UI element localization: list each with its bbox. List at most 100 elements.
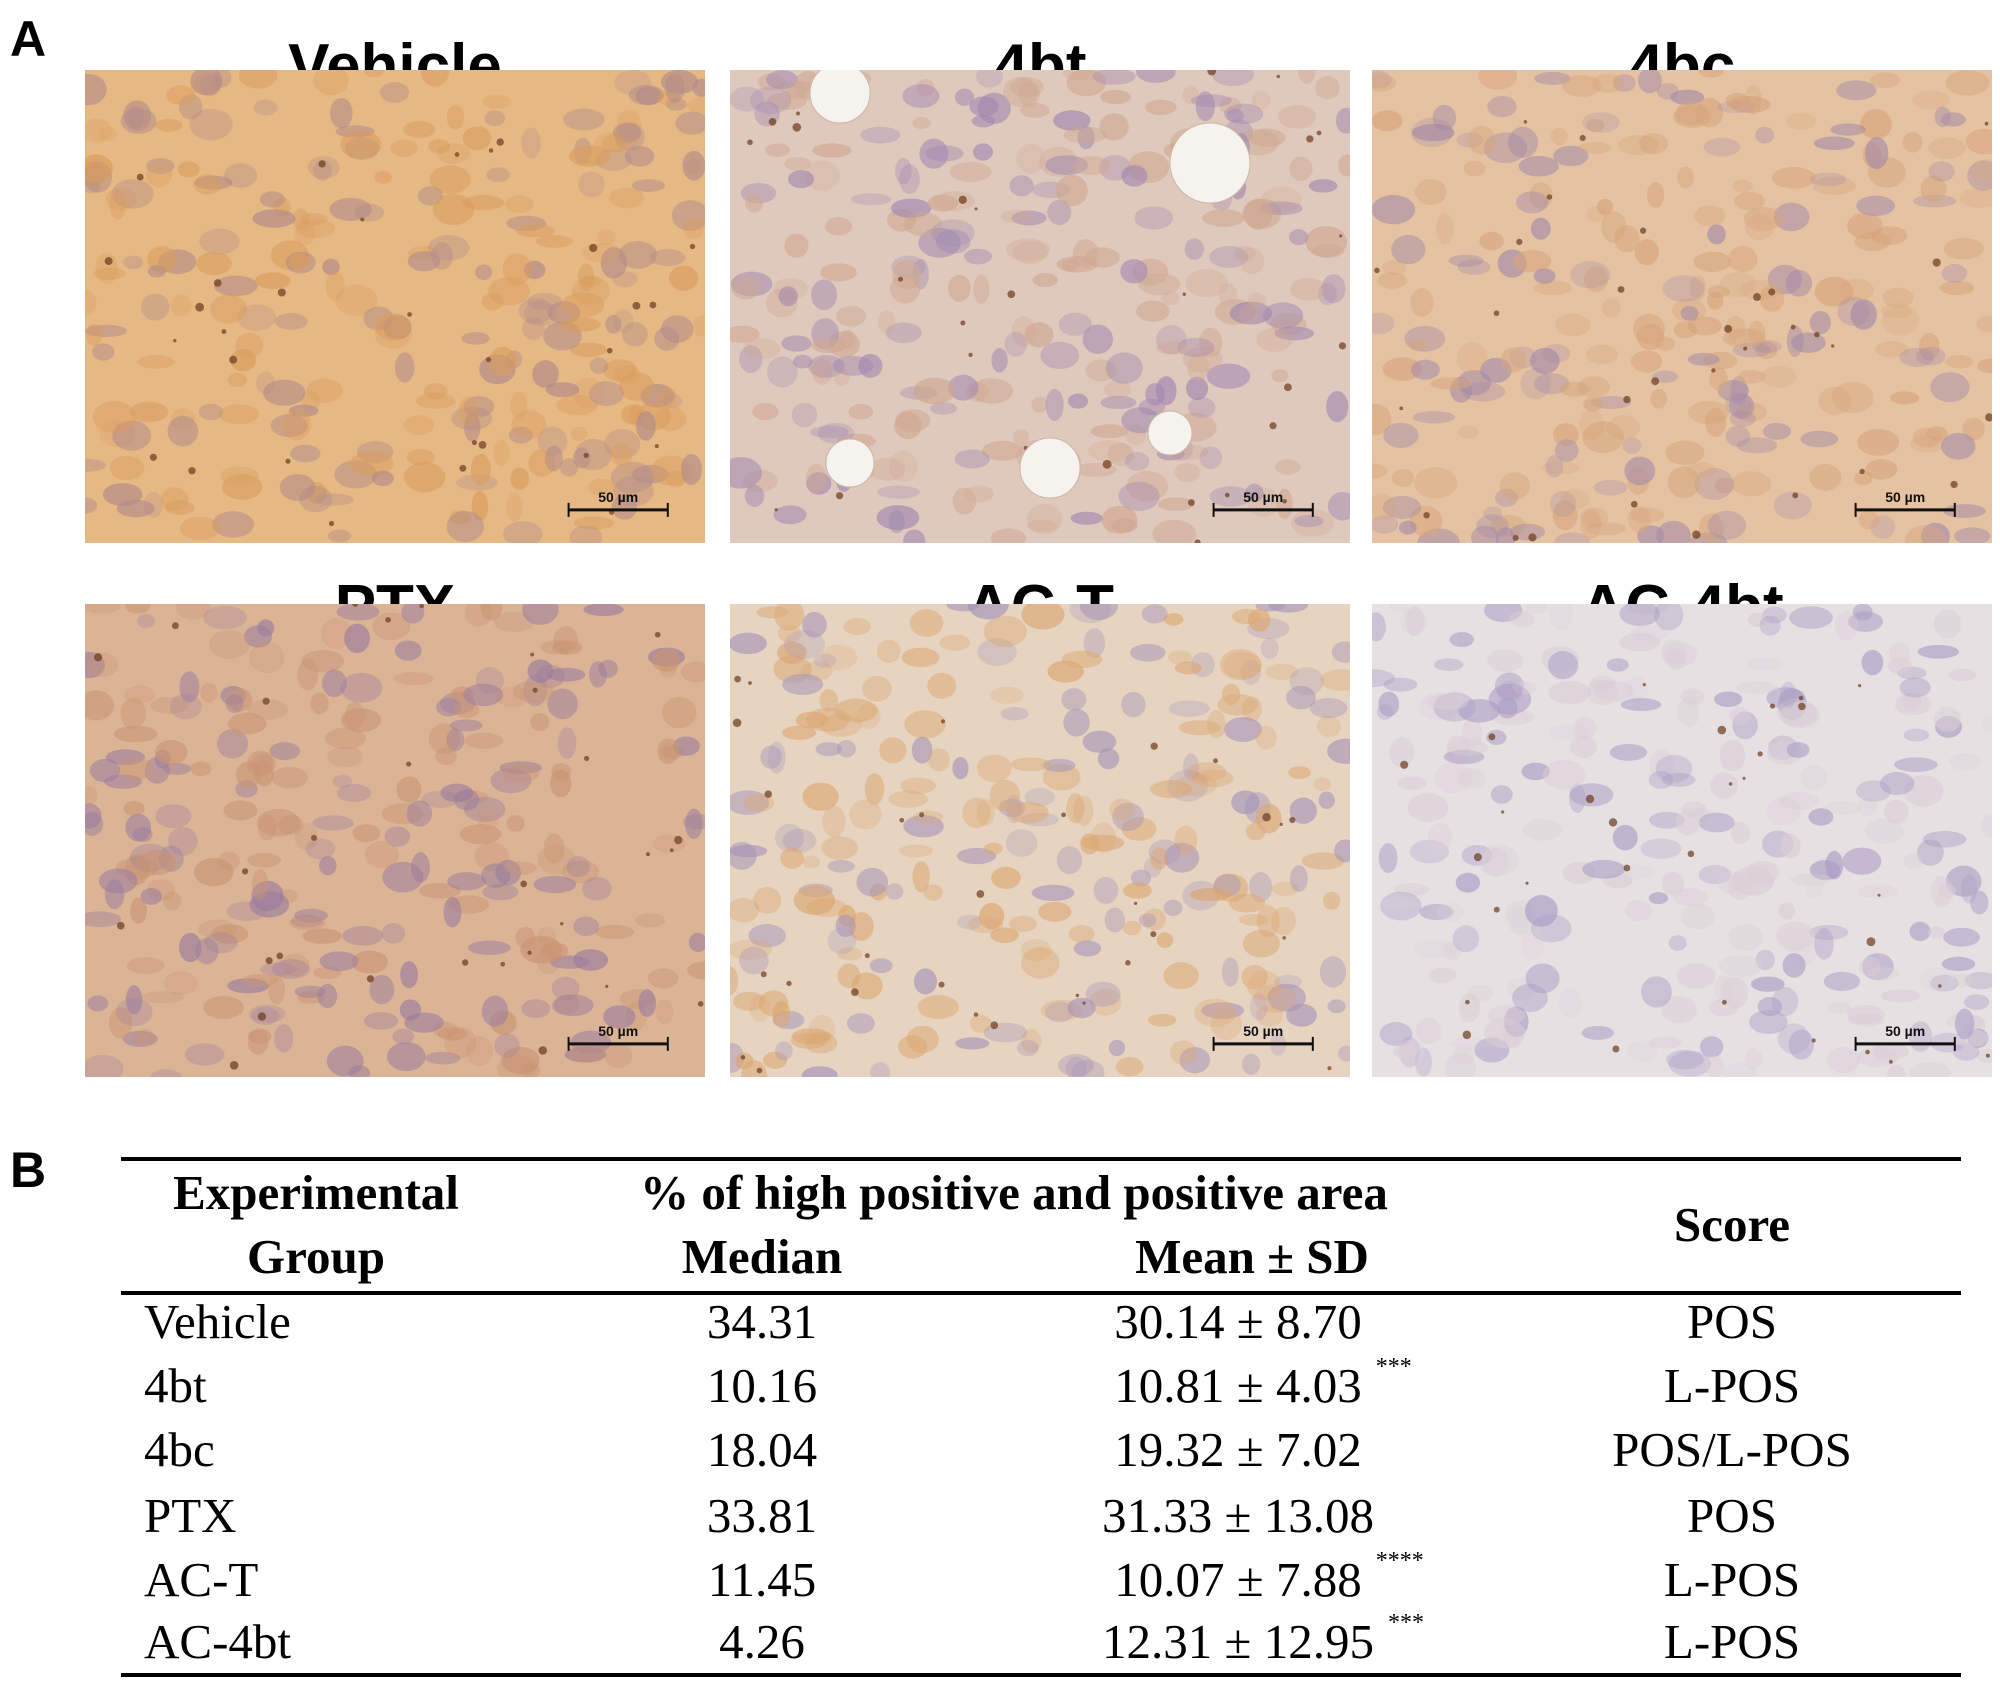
stain-spot — [1938, 984, 1942, 988]
cell — [1661, 642, 1697, 668]
cell — [602, 134, 627, 153]
cell — [1005, 794, 1023, 824]
cell — [212, 511, 254, 538]
cell — [916, 79, 935, 97]
cell — [1219, 649, 1262, 681]
cell — [1058, 312, 1092, 336]
cell — [1318, 791, 1335, 810]
cell — [1447, 738, 1488, 756]
cell — [1221, 957, 1239, 987]
significance: *** — [1375, 1354, 1412, 1380]
cell — [1855, 780, 1892, 802]
cell — [1824, 800, 1862, 815]
cell — [319, 951, 359, 972]
cell — [654, 326, 680, 351]
cell — [1163, 899, 1183, 916]
stain-spot — [1612, 1045, 1620, 1053]
cell — [1512, 681, 1537, 695]
cell — [429, 165, 471, 194]
stain-spot — [229, 355, 238, 364]
cell — [730, 939, 773, 960]
cell — [1780, 701, 1820, 728]
median-cell: 18.04 — [706, 1422, 818, 1477]
cell — [927, 194, 959, 212]
stain-spot — [1639, 227, 1647, 234]
cell — [1388, 737, 1415, 768]
cell — [488, 277, 530, 306]
cell — [1240, 659, 1262, 685]
cell — [802, 611, 827, 638]
cell — [688, 932, 705, 953]
stain-spot — [1623, 395, 1631, 404]
cell — [1430, 377, 1473, 390]
cell — [169, 693, 202, 720]
cell — [570, 426, 588, 441]
vacuole — [1019, 437, 1081, 499]
cell — [449, 510, 471, 525]
cell — [410, 852, 430, 883]
stain-spot — [1224, 492, 1230, 498]
cell — [1427, 693, 1469, 710]
cell — [1026, 519, 1057, 532]
cell — [404, 1012, 444, 1033]
stain-spot — [213, 279, 222, 287]
cell — [1583, 397, 1603, 412]
cell — [1930, 875, 1952, 908]
cell — [651, 648, 681, 672]
cell — [671, 200, 705, 231]
cell — [522, 317, 545, 340]
cell — [1407, 793, 1449, 822]
table-rule — [121, 1673, 1961, 1677]
cell — [1533, 268, 1556, 284]
cell — [1735, 681, 1779, 694]
cell — [1066, 793, 1085, 824]
cell — [211, 924, 249, 944]
cell — [1732, 179, 1753, 193]
cell — [1452, 1044, 1475, 1065]
cell — [1703, 137, 1741, 157]
cell — [238, 70, 278, 89]
cell — [1238, 913, 1269, 926]
cell — [122, 1030, 158, 1047]
cell — [604, 1043, 633, 1069]
cell — [1940, 112, 1966, 127]
cell — [200, 682, 218, 703]
cell — [1800, 764, 1828, 791]
cell — [821, 836, 859, 860]
cell — [947, 374, 979, 401]
cell — [1786, 741, 1810, 758]
cell — [332, 774, 353, 788]
cell — [1198, 327, 1223, 358]
cell — [505, 195, 534, 214]
cell — [813, 653, 837, 668]
cell — [774, 604, 805, 631]
cell — [1558, 987, 1583, 1019]
cell — [1256, 327, 1293, 352]
cell — [952, 757, 969, 780]
micrograph: 50 µm — [85, 604, 705, 1077]
cell — [635, 913, 666, 928]
cell — [894, 411, 922, 440]
group-cell: AC-T — [144, 1552, 259, 1607]
cell — [1714, 477, 1735, 494]
cell — [563, 108, 605, 131]
cell — [521, 999, 551, 1019]
cell — [1444, 1052, 1477, 1077]
cell — [436, 143, 470, 164]
cell — [465, 1036, 493, 1067]
cell — [1410, 288, 1434, 317]
stain-spot — [1932, 258, 1941, 267]
cell — [431, 241, 454, 270]
cell — [463, 683, 504, 707]
cell — [459, 824, 502, 845]
cell — [1224, 717, 1262, 742]
cell — [321, 617, 352, 649]
cell — [1814, 927, 1834, 960]
cell — [166, 85, 196, 105]
stain-spot — [1687, 850, 1695, 858]
cell — [1055, 174, 1088, 207]
stain-spot — [1798, 695, 1804, 701]
cell — [1334, 839, 1350, 863]
cell — [1612, 824, 1638, 851]
cell — [1126, 470, 1169, 502]
